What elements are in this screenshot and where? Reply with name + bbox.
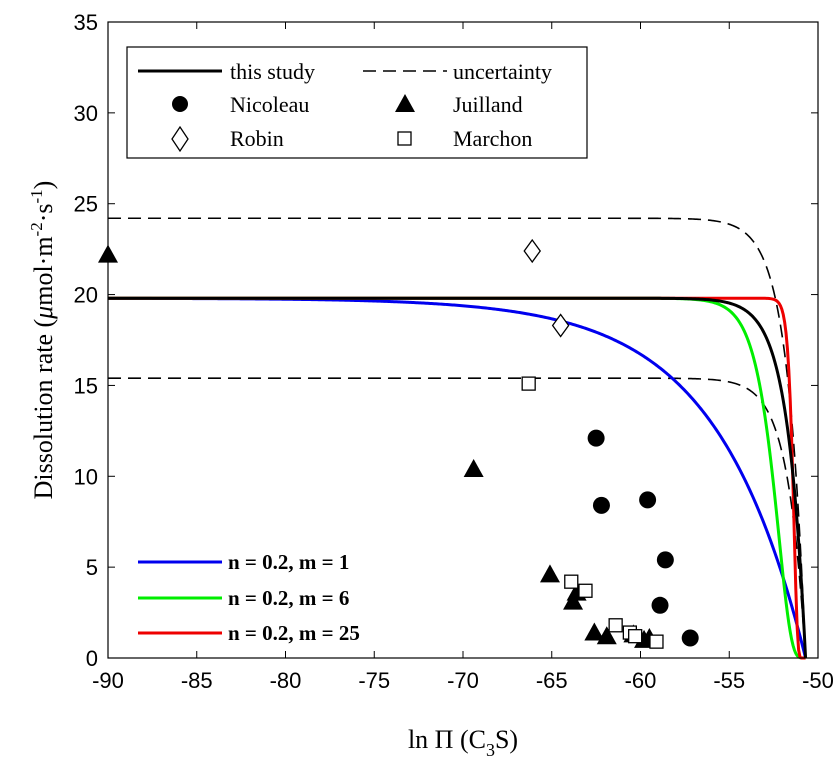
y-tick-label-5: 25 bbox=[74, 192, 98, 217]
y-tick-label-7: 35 bbox=[74, 10, 98, 35]
legend-marchon-label: Marchon bbox=[453, 126, 532, 151]
x-tick-label-4: -70 bbox=[447, 668, 479, 693]
robin-point-0 bbox=[523, 238, 542, 264]
legend-this-study-label: this study bbox=[230, 59, 315, 84]
juilland-point-5 bbox=[584, 622, 605, 641]
juilland-point-3 bbox=[563, 591, 584, 610]
nicoleau-point-0 bbox=[587, 429, 605, 447]
model-curves bbox=[107, 296, 808, 660]
x-axis-label-end: S) bbox=[495, 725, 518, 754]
y-tick-label-1: 5 bbox=[86, 555, 98, 580]
x-axis-label-sub: 3 bbox=[486, 740, 495, 760]
nicoleau-point-5 bbox=[681, 629, 699, 647]
marchon-point-2 bbox=[578, 583, 593, 598]
robin-point-1 bbox=[551, 313, 570, 338]
marchon-point-1 bbox=[564, 574, 579, 589]
legend-juilland-label: Juilland bbox=[453, 92, 523, 117]
data-points bbox=[98, 238, 699, 649]
x-tick-label-6: -60 bbox=[625, 668, 657, 693]
y-axis-label: Dissolution rate (μmol·m-2·s-1) bbox=[27, 181, 58, 500]
y-axis-label-main: Dissolution rate ( bbox=[29, 319, 58, 500]
this-study-line bbox=[108, 296, 808, 659]
legend-marchon-marker bbox=[397, 131, 412, 146]
nicoleau-point-3 bbox=[656, 551, 674, 569]
y-axis-label-mu: μ bbox=[29, 306, 58, 320]
legend-robin-label: Robin bbox=[230, 126, 284, 151]
x-tick-label-3: -75 bbox=[358, 668, 390, 693]
uncertainty-lines bbox=[108, 217, 807, 659]
x-axis-ticks: -90 -85 -80 -75 -70 -65 -60 -55 -50 bbox=[92, 22, 834, 693]
legend-top: this study uncertainty Nicoleau Juilland… bbox=[126, 46, 588, 159]
x-tick-label-8: -50 bbox=[802, 668, 834, 693]
y-tick-label-2: 10 bbox=[74, 464, 98, 489]
x-tick-label-2: -80 bbox=[270, 668, 302, 693]
y-axis-label-dot: ·s bbox=[29, 203, 58, 222]
juilland-point-2 bbox=[539, 564, 560, 583]
x-tick-label-5: -65 bbox=[536, 668, 568, 693]
legend-robin-marker bbox=[171, 125, 189, 153]
marchon-point-3 bbox=[608, 618, 623, 633]
x-axis-label-main: ln Π (C bbox=[408, 725, 486, 754]
legend-juilland-marker bbox=[395, 94, 415, 112]
marchon-point-5 bbox=[628, 629, 643, 644]
uncertainty-lower-line bbox=[108, 377, 807, 659]
nicoleau-point-2 bbox=[639, 491, 657, 509]
x-tick-label-0: -90 bbox=[92, 668, 124, 693]
x-tick-label-1: -85 bbox=[181, 668, 213, 693]
legend-series-1-label: n = 0.2, m = 1 bbox=[228, 550, 349, 574]
legend-nicoleau-marker bbox=[172, 96, 188, 112]
nicoleau-point-4 bbox=[651, 596, 669, 614]
x-tick-label-7: -55 bbox=[713, 668, 745, 693]
x-axis-label: ln Π (C3S) bbox=[408, 725, 518, 760]
nicoleau-point-1 bbox=[592, 496, 610, 514]
juilland-point-1 bbox=[463, 459, 484, 478]
y-axis-label-exp1: -2 bbox=[27, 222, 46, 236]
marchon-point-0 bbox=[521, 376, 536, 391]
y-axis-label-units: mol·m bbox=[29, 236, 58, 305]
uncertainty-upper-line bbox=[108, 217, 807, 659]
y-tick-label-0: 0 bbox=[86, 646, 98, 671]
marchon-point-6 bbox=[649, 634, 664, 649]
y-axis-ticks: 0 5 10 15 20 25 30 35 bbox=[74, 10, 818, 671]
y-tick-label-6: 30 bbox=[74, 101, 98, 126]
y-tick-label-4: 20 bbox=[74, 283, 98, 308]
y-axis-label-close: ) bbox=[29, 181, 58, 190]
y-axis-label-exp2: -1 bbox=[27, 189, 46, 203]
juilland-point-6 bbox=[596, 626, 617, 645]
legend-nicoleau-label: Nicoleau bbox=[230, 92, 309, 117]
legend-uncertainty-label: uncertainty bbox=[453, 59, 552, 84]
legend-bottom: n = 0.2, m = 1 n = 0.2, m = 6 n = 0.2, m… bbox=[138, 550, 360, 645]
legend-series-2-label: n = 0.2, m = 6 bbox=[228, 586, 349, 610]
y-tick-label-3: 15 bbox=[74, 373, 98, 398]
legend-series-3-label: n = 0.2, m = 25 bbox=[228, 621, 360, 645]
legend-top-box bbox=[126, 46, 588, 159]
